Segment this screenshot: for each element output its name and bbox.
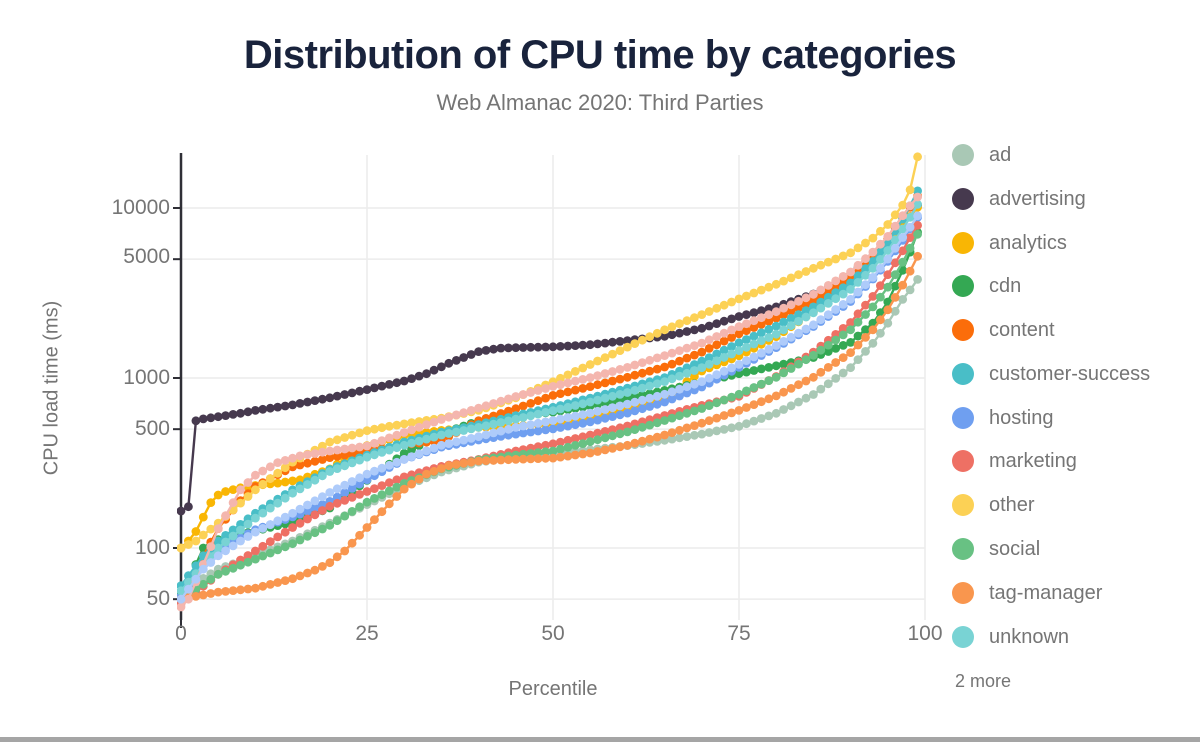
- legend-swatch-advertising: [952, 188, 974, 210]
- legend-swatch-customer-success: [952, 363, 974, 385]
- legend-item-unknown: unknown: [952, 623, 1069, 651]
- legend-label: ad: [989, 143, 1012, 166]
- legend-swatch-other: [952, 494, 974, 516]
- series-unknown[interactable]: [177, 200, 922, 596]
- x-tick-50: 50: [541, 622, 565, 645]
- y-tick-1000: 1000: [123, 366, 170, 389]
- legend-label: other: [989, 493, 1035, 516]
- legend-item-marketing: marketing: [952, 447, 1077, 475]
- y-tick-5000: 5000: [123, 245, 170, 268]
- legend-swatch-social: [952, 538, 974, 560]
- legend-label: tag-manager: [989, 581, 1103, 604]
- legend-item-ad: ad: [952, 141, 1011, 169]
- x-tick-25: 25: [355, 622, 379, 645]
- y-axis: [173, 153, 183, 628]
- legend-label: social: [989, 537, 1041, 560]
- legend-swatch-content: [952, 319, 974, 341]
- legend-swatch-ad: [952, 144, 974, 166]
- legend-swatch-marketing: [952, 450, 974, 472]
- y-tick-10000: 10000: [111, 196, 170, 219]
- chart-subtitle: Web Almanac 2020: Third Parties: [436, 90, 764, 115]
- legend-item-analytics: analytics: [952, 229, 1067, 257]
- x-tick-100: 100: [907, 622, 943, 645]
- legend-more-label[interactable]: 2 more: [955, 671, 1012, 691]
- legend-item-hosting: hosting: [952, 404, 1054, 432]
- legend-item-customer-success: customer-success: [952, 360, 1150, 388]
- legend-label: cdn: [989, 274, 1022, 297]
- y-tick-500: 500: [134, 417, 170, 440]
- series-more-1[interactable]: [177, 192, 922, 612]
- x-axis-title: Percentile: [508, 678, 598, 700]
- legend-swatch-tag-manager: [952, 582, 974, 604]
- x-tick-75: 75: [727, 622, 751, 645]
- legend-item-social: social: [952, 535, 1040, 563]
- series-area: [177, 152, 922, 612]
- legend-label: content: [989, 318, 1055, 341]
- y-tick-100: 100: [134, 536, 170, 559]
- legend-item-other: other: [952, 491, 1035, 519]
- x-tick-0: 0: [175, 622, 187, 645]
- bottom-edge-bar: [0, 737, 1200, 742]
- legend-swatch-hosting: [952, 407, 974, 429]
- gridlines: [178, 155, 926, 620]
- y-tick-50: 50: [146, 587, 170, 610]
- legend-item-cdn: cdn: [952, 272, 1021, 300]
- legend-label: marketing: [989, 449, 1077, 472]
- legend-label: hosting: [989, 406, 1054, 429]
- legend-swatch-analytics: [952, 232, 974, 254]
- series-tag-manager[interactable]: [177, 251, 922, 604]
- legend-swatch-cdn: [952, 275, 974, 297]
- legend-item-tag-manager: tag-manager: [952, 579, 1102, 607]
- y-axis-title: CPU load time (ms): [40, 300, 63, 476]
- legend-label: customer-success: [989, 362, 1151, 385]
- legend-label: unknown: [989, 625, 1070, 648]
- legend-item-content: content: [952, 316, 1055, 344]
- chart-title: Distribution of CPU time by categories: [243, 33, 957, 77]
- legend-swatch-unknown: [952, 626, 974, 648]
- series-more-2[interactable]: [177, 211, 922, 604]
- legend-item-advertising: advertising: [952, 185, 1086, 213]
- legend-label: advertising: [989, 187, 1086, 210]
- legend-label: analytics: [989, 231, 1067, 254]
